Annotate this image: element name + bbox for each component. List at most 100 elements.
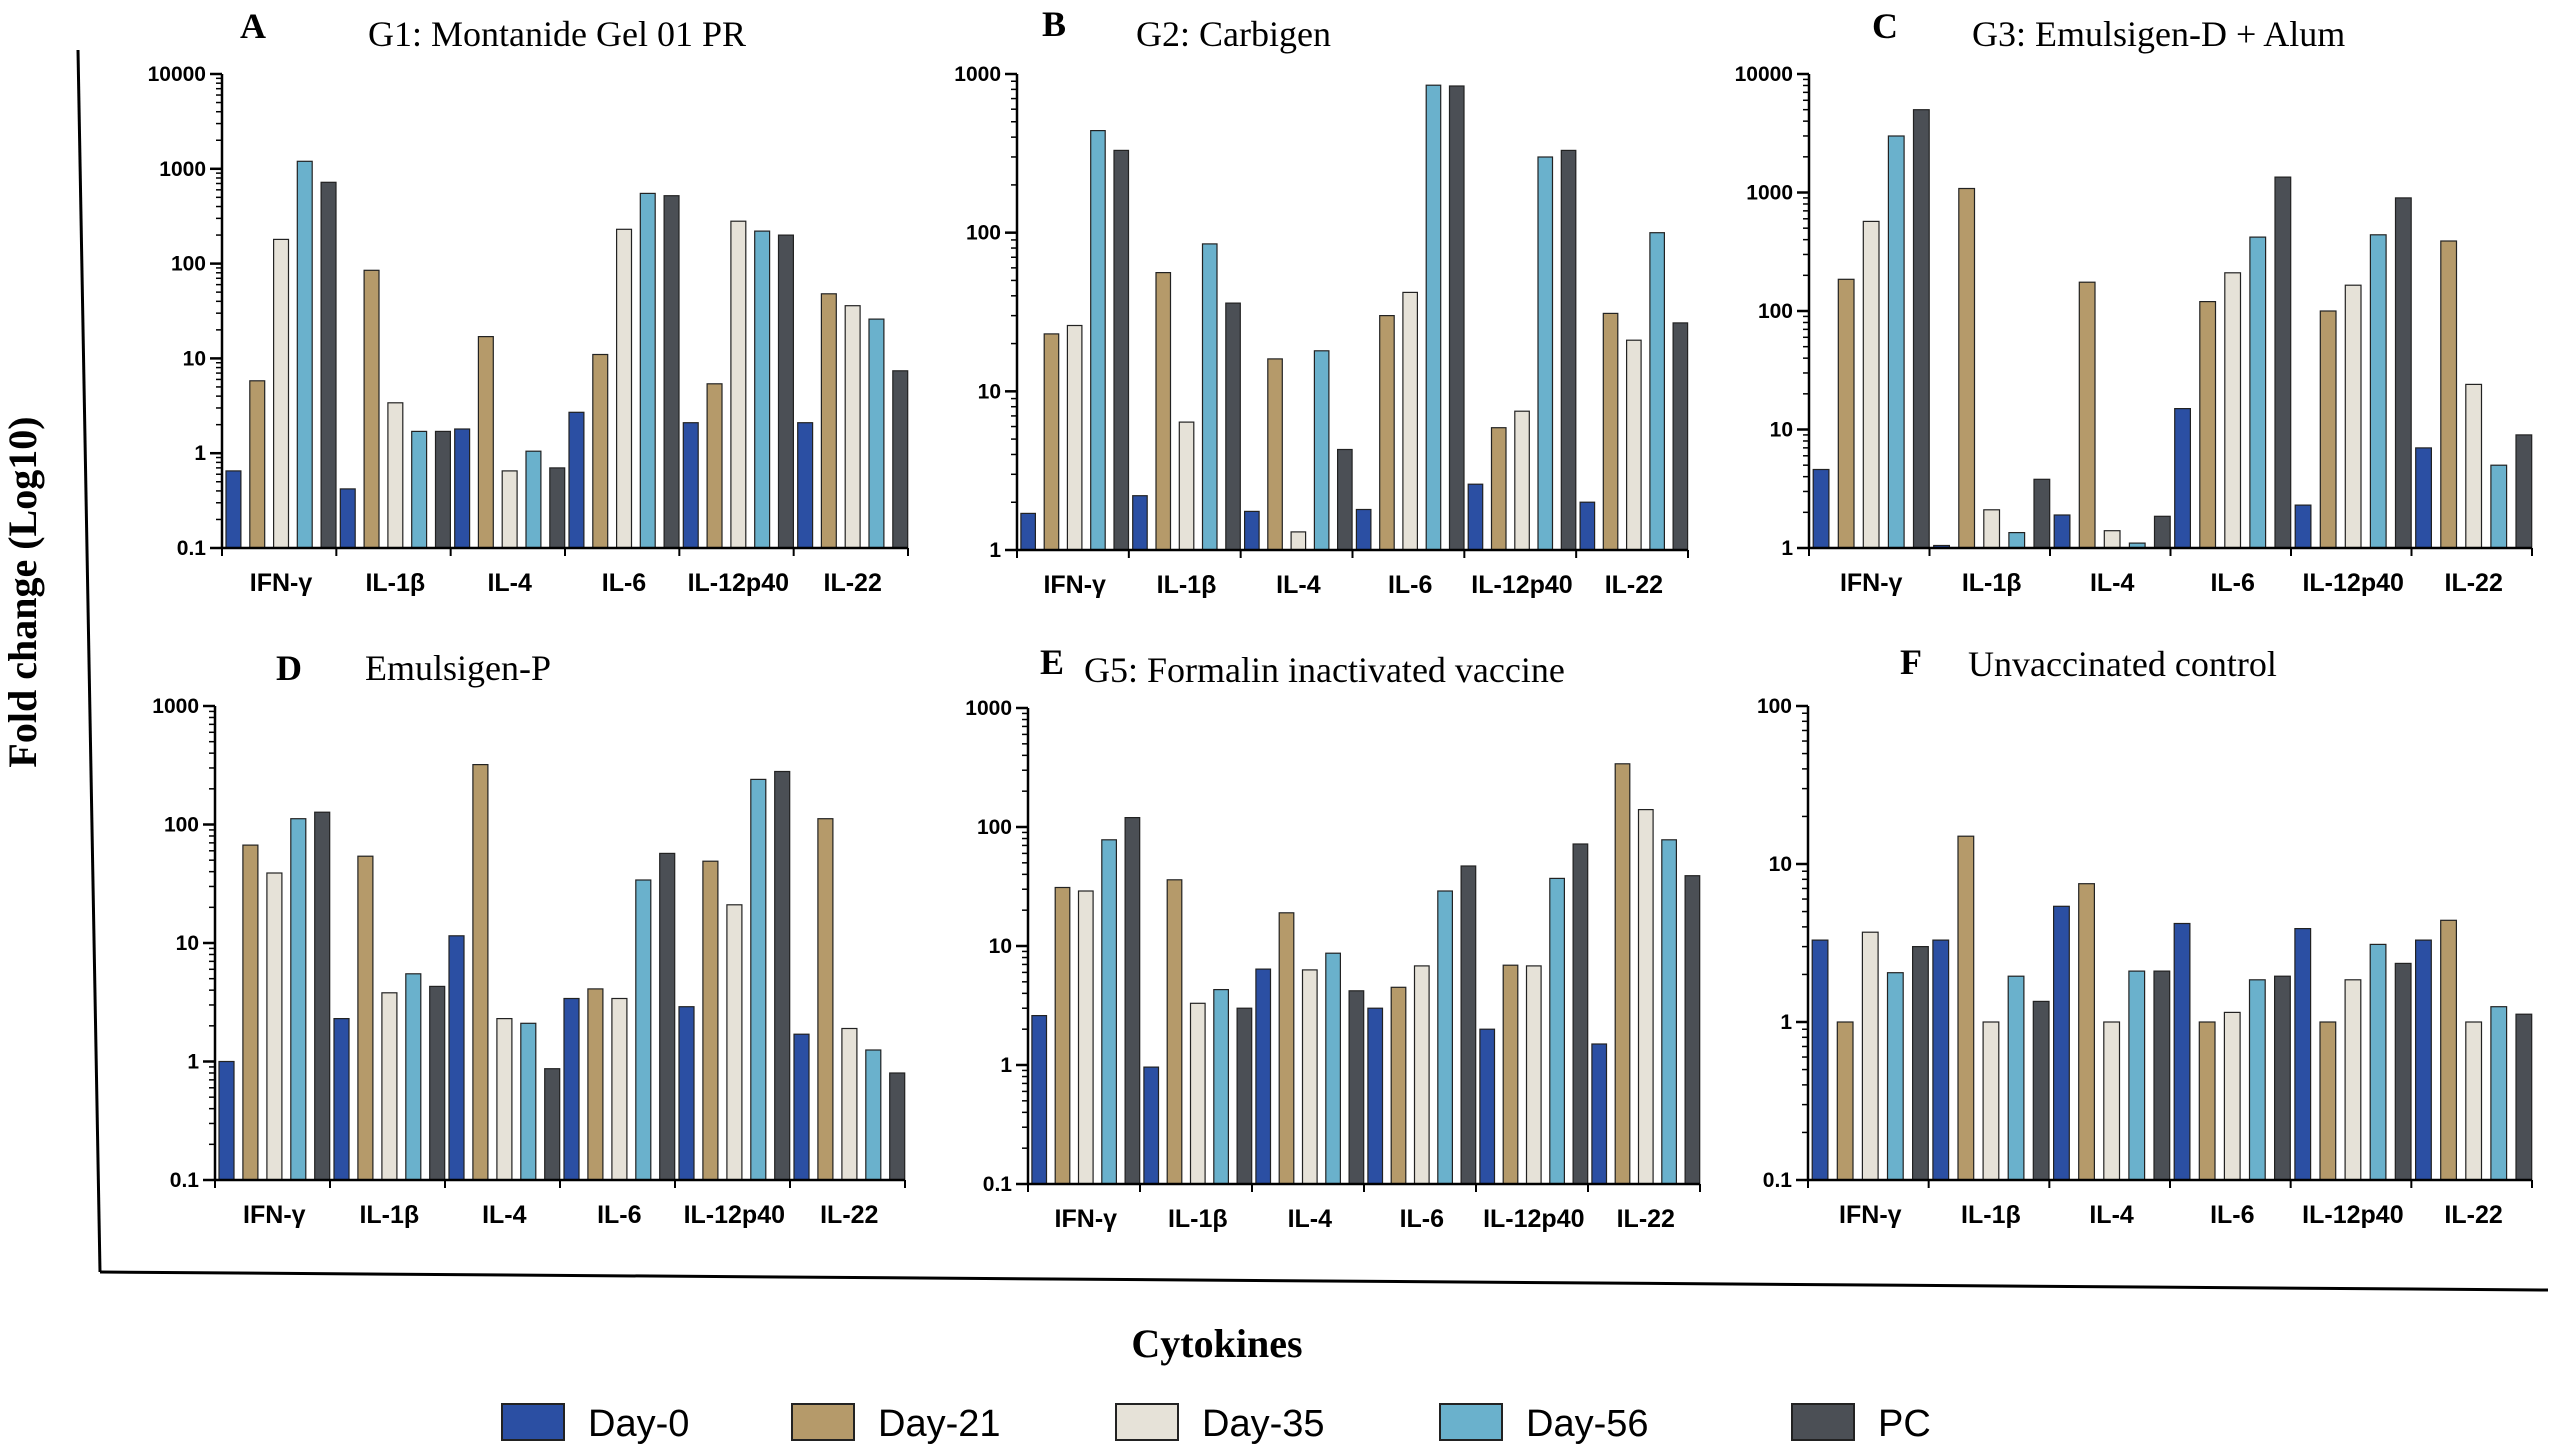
category-label: IL-6 bbox=[597, 1201, 641, 1229]
bar-day-56-5 bbox=[1661, 839, 1678, 1185]
bar-day-21-1 bbox=[363, 269, 380, 549]
bar-day-35-3 bbox=[611, 997, 628, 1181]
bar-day-0-3 bbox=[1355, 508, 1372, 551]
bar-day-35-4 bbox=[2344, 284, 2362, 549]
bar-day-0-0 bbox=[1031, 1014, 1048, 1185]
bar-pc-2 bbox=[1348, 990, 1365, 1185]
bar-day-56-1 bbox=[411, 430, 428, 549]
bar-day-35-1 bbox=[1178, 421, 1195, 551]
bar-day-0-2 bbox=[1255, 968, 1272, 1185]
bar-day-21-0 bbox=[1054, 886, 1071, 1185]
panel-letter: C bbox=[1872, 6, 1898, 46]
bar-day-21-2 bbox=[477, 336, 494, 549]
bar-day-56-4 bbox=[750, 778, 767, 1181]
bar-day-35-3 bbox=[615, 228, 633, 549]
bar-pc-3 bbox=[1460, 865, 1477, 1185]
bar-day-0-5 bbox=[797, 422, 814, 549]
bar-day-35-5 bbox=[841, 1027, 858, 1181]
bar-day-0-4 bbox=[1467, 483, 1484, 551]
panel-C: C G3: Emulsigen-D + Alum IFN-γ IL-1β IL-4 IL-… bbox=[1735, 6, 2533, 597]
legend-item-day-35: Day-35 bbox=[1115, 1403, 1325, 1445]
y-tick-label: 100 bbox=[164, 814, 199, 837]
bar-pc-5 bbox=[889, 1072, 906, 1181]
bar-day-0-0 bbox=[1020, 512, 1037, 551]
bar-day-56-2 bbox=[520, 1022, 537, 1181]
legend-swatch bbox=[791, 1403, 855, 1441]
legend-item-day-56: Day-56 bbox=[1439, 1403, 1649, 1445]
category-label: IL-1β bbox=[1961, 1201, 2021, 1229]
bar-pc-4 bbox=[2394, 197, 2412, 549]
panel-letter: F bbox=[1900, 642, 1922, 682]
y-tick-label: 1 bbox=[989, 539, 1001, 562]
panel-title: G2: Carbigen bbox=[1136, 14, 1331, 54]
panels: A G1: Montanide Gel 01 PR IFN-γ IL-1β IL-4 IL… bbox=[148, 4, 2533, 1233]
legend-swatch bbox=[501, 1403, 565, 1441]
bar-pc-0 bbox=[1113, 149, 1130, 551]
bar-day-56-2 bbox=[1325, 952, 1342, 1185]
y-tick-label: 10 bbox=[978, 380, 1001, 403]
legend-label: Day-21 bbox=[878, 1403, 1001, 1445]
bar-day-21-4 bbox=[2319, 1021, 2337, 1181]
y-tick-label: 1 bbox=[187, 1051, 199, 1074]
bar-pc-4 bbox=[774, 770, 791, 1181]
bar-day-21-5 bbox=[2440, 919, 2457, 1181]
category-label: IL-12p40 bbox=[1471, 571, 1572, 599]
bar-day-0-0 bbox=[1811, 939, 1829, 1181]
bar-pc-2 bbox=[1336, 448, 1353, 551]
bar-day-56-0 bbox=[1101, 839, 1118, 1185]
bar-pc-1 bbox=[2032, 1000, 2050, 1181]
category-label: IL-1β bbox=[365, 569, 425, 597]
legend-label: Day-0 bbox=[588, 1403, 689, 1445]
bar-day-56-5 bbox=[2490, 464, 2508, 549]
bar-day-56-4 bbox=[1549, 877, 1566, 1185]
bar-pc-3 bbox=[1448, 85, 1465, 551]
bar-day-56-4 bbox=[754, 230, 771, 549]
frame-left-line bbox=[76, 49, 102, 1273]
y-tick-label: 0.1 bbox=[1763, 1169, 1793, 1192]
bar-day-35-5 bbox=[1637, 808, 1654, 1185]
bar-day-56-5 bbox=[868, 318, 885, 549]
category-label: IFN-γ bbox=[1055, 1205, 1118, 1233]
bar-day-56-2 bbox=[525, 450, 542, 549]
bar-day-35-0 bbox=[1077, 890, 1094, 1185]
legend-label: Day-35 bbox=[1202, 1403, 1325, 1445]
bar-pc-2 bbox=[544, 1068, 561, 1181]
bar-pc-5 bbox=[1684, 875, 1701, 1185]
bar-day-56-4 bbox=[2369, 943, 2387, 1181]
panel-E: E G5: Formalin inactivated vaccine IFN-γ IL… bbox=[965, 642, 1701, 1233]
bar-pc-2 bbox=[2153, 970, 2171, 1181]
bar-day-0-0 bbox=[1812, 468, 1830, 549]
bar-day-0-4 bbox=[2294, 927, 2312, 1181]
bar-day-21-3 bbox=[2199, 301, 2217, 549]
bar-day-35-5 bbox=[2465, 1021, 2483, 1181]
legend-item-day-21: Day-21 bbox=[791, 1403, 1001, 1445]
bar-day-21-3 bbox=[2198, 1021, 2216, 1181]
category-label: IFN-γ bbox=[1839, 1201, 1902, 1229]
category-label: IL-12p40 bbox=[2302, 569, 2403, 597]
panel-title: G1: Montanide Gel 01 PR bbox=[368, 14, 746, 54]
bar-day-35-4 bbox=[2344, 979, 2362, 1181]
bar-day-35-4 bbox=[726, 904, 743, 1181]
bar-pc-0 bbox=[320, 181, 337, 549]
bar-day-21-0 bbox=[242, 844, 259, 1181]
y-tick-label: 100 bbox=[977, 816, 1012, 839]
bar-day-35-4 bbox=[1525, 965, 1542, 1185]
y-tick-label: 10 bbox=[1770, 419, 1793, 442]
category-label: IL-4 bbox=[1288, 1205, 1333, 1233]
y-tick-label: 100 bbox=[1758, 300, 1793, 323]
category-label: IL-4 bbox=[1276, 571, 1321, 599]
category-label: IL-22 bbox=[1617, 1205, 1675, 1233]
bar-day-21-0 bbox=[249, 380, 266, 549]
panel-D: D Emulsigen-P IFN-γ IL-1β IL-4 IL-6 IL-12p40 IL… bbox=[152, 648, 906, 1229]
bar-day-35-1 bbox=[1982, 1021, 2000, 1181]
bar-day-21-4 bbox=[702, 860, 719, 1181]
bar-day-56-1 bbox=[2007, 975, 2025, 1181]
y-tick-label: 1000 bbox=[965, 697, 1012, 720]
bar-day-35-0 bbox=[1861, 931, 1879, 1181]
bar-day-35-1 bbox=[381, 992, 398, 1181]
bar-day-21-5 bbox=[820, 293, 837, 549]
bar-day-56-3 bbox=[2249, 236, 2267, 549]
bar-pc-1 bbox=[429, 985, 446, 1181]
bar-pc-5 bbox=[892, 370, 909, 549]
bar-pc-3 bbox=[663, 195, 680, 549]
